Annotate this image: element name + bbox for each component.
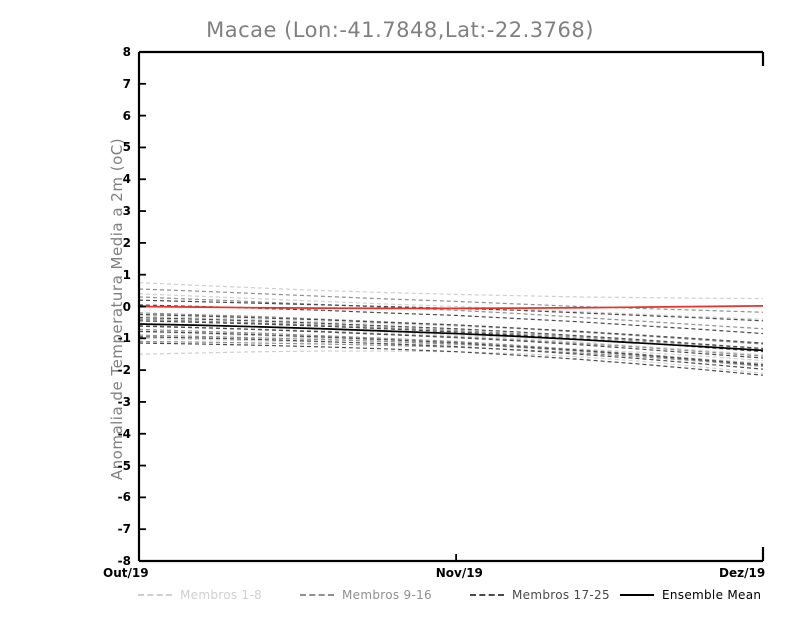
y-tick-label: 2 — [122, 235, 131, 250]
y-tick-label: 5 — [122, 140, 131, 155]
series-line — [138, 320, 764, 353]
y-tick-label: 6 — [122, 108, 131, 123]
y-tick-label: -3 — [117, 394, 131, 409]
series-line — [138, 282, 764, 300]
series-line — [138, 340, 764, 367]
series-line — [138, 323, 764, 352]
series-line — [138, 293, 764, 320]
chart-title: Macae (Lon:-41.7848,Lat:-22.3768) — [206, 18, 594, 42]
y-tick-label: -1 — [117, 331, 131, 346]
series-line — [138, 299, 764, 322]
x-tick-label: Out/19 — [103, 566, 149, 580]
series-line — [138, 342, 764, 376]
series-line — [138, 331, 764, 364]
legend-swatch — [470, 594, 504, 596]
series-layer — [138, 282, 764, 376]
series-line — [138, 305, 764, 310]
chart-legend: Membros 1-8 Membros 9-16 Membros 17-25 Ense… — [0, 586, 800, 606]
y-tick-label: 4 — [122, 172, 131, 187]
y-tick-label: -2 — [117, 363, 131, 378]
legend-item[interactable]: Membros 17-25 — [470, 586, 610, 604]
series-line — [138, 337, 764, 362]
y-tick-label: -7 — [117, 522, 131, 537]
x-tick-label: Dez/19 — [719, 566, 766, 580]
series-line — [138, 334, 764, 367]
y-tick-label: -8 — [117, 554, 131, 568]
series-line — [138, 288, 764, 313]
legend-item[interactable]: Membros 9-16 — [300, 586, 432, 604]
legend-label: Membros 1-8 — [180, 588, 263, 602]
series-line — [138, 317, 764, 350]
series-line — [138, 328, 764, 365]
legend-swatch — [300, 594, 334, 596]
y-tick-label: -5 — [117, 458, 131, 473]
series-line — [138, 324, 764, 357]
series-line — [138, 336, 764, 370]
y-tick-label: -6 — [117, 490, 131, 505]
legend-label: Ensemble Mean — [662, 588, 762, 602]
series-line — [138, 323, 764, 356]
series-line — [138, 330, 764, 366]
series-line — [138, 315, 764, 345]
y-tick-label: 0 — [122, 299, 131, 314]
series-line — [138, 325, 764, 359]
y-tick-label: -4 — [117, 426, 131, 441]
legend-item[interactable]: Membros 1-8 — [138, 586, 262, 604]
y-tick-label: 7 — [122, 76, 131, 91]
legend-swatch — [138, 594, 172, 596]
series-line — [138, 350, 764, 374]
series-line — [138, 318, 764, 350]
y-tick-label: 8 — [122, 45, 131, 59]
legend-label: Membros 9-16 — [342, 588, 432, 602]
x-tick-label: Nov/19 — [435, 566, 483, 580]
axis-layer — [137, 50, 765, 563]
y-tick-label: 3 — [122, 204, 131, 219]
legend-item[interactable]: Ensemble Mean — [620, 586, 761, 604]
series-line — [138, 296, 764, 330]
series-line — [138, 320, 764, 351]
series-line — [138, 313, 764, 344]
legend-label: Membros 17-25 — [512, 588, 610, 602]
legend-swatch — [620, 594, 654, 596]
y-tick-label: 1 — [122, 267, 131, 282]
series-line — [138, 304, 764, 335]
